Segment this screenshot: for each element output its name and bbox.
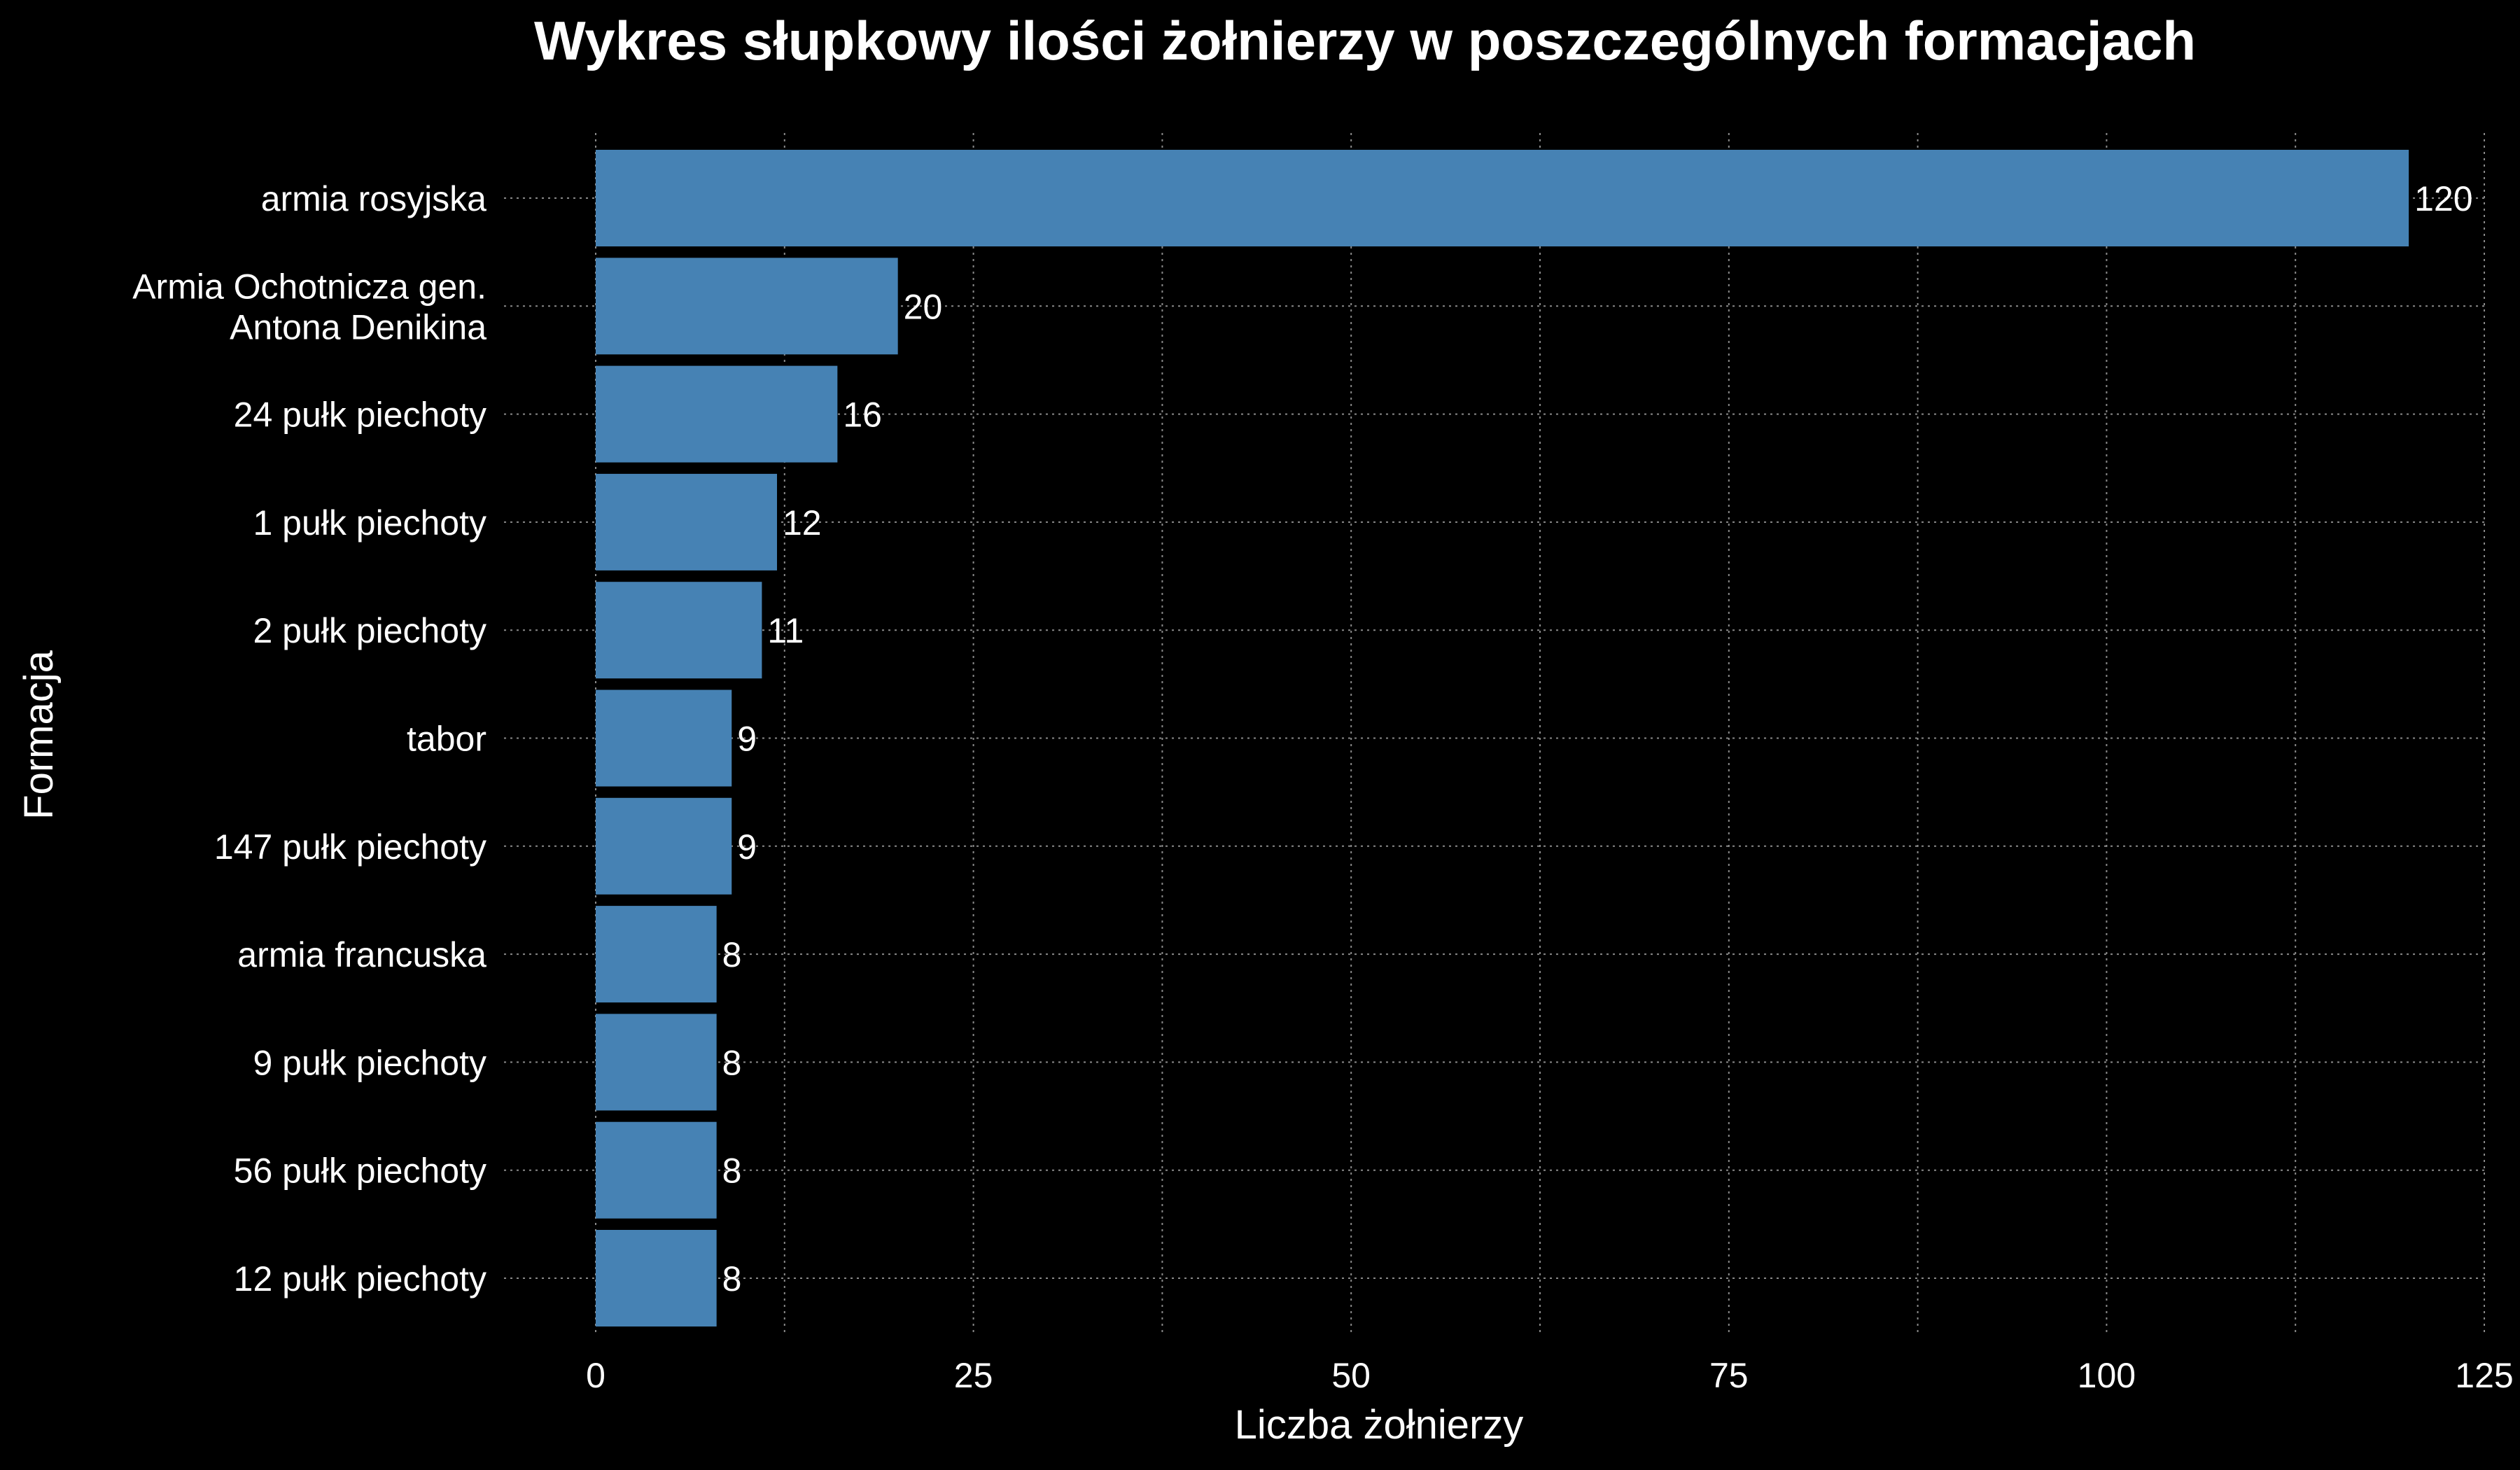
y-tick-label: tabor — [407, 720, 486, 759]
bar-value-label: 16 — [843, 396, 882, 435]
bar-value-label: 8 — [722, 1259, 742, 1298]
x-axis-title: Liczba żołnierzy — [1235, 1402, 1524, 1448]
x-tick-label: 100 — [2078, 1356, 2136, 1395]
bar-value-label: 8 — [722, 935, 742, 974]
chart-title: Wykres słupkowy ilości żołnierzy w poszc… — [534, 10, 2196, 71]
x-tick-labels: 0 25 50 75 100 125 — [586, 1356, 2514, 1395]
x-tick-label: 125 — [2455, 1356, 2513, 1395]
y-tick-label: 24 pułk piechoty — [234, 396, 486, 435]
bar — [596, 365, 838, 463]
y-tick-label: armia francuska — [237, 935, 486, 974]
y-tick-label: armia rosyjska — [261, 179, 486, 218]
bar — [596, 1230, 717, 1326]
bar-value-label: 20 — [904, 287, 943, 326]
bar — [596, 1121, 717, 1219]
bar — [596, 1014, 717, 1111]
y-tick-labels: armia rosyjska Armia Ochotnicza gen. Anton… — [132, 179, 486, 1298]
bar-value-label: 120 — [2414, 179, 2472, 218]
x-tick-label: 75 — [1709, 1356, 1749, 1395]
bar — [596, 473, 778, 570]
bar — [596, 150, 2409, 246]
bar — [596, 906, 717, 1003]
bar — [596, 797, 732, 895]
bar — [596, 258, 898, 355]
y-tick-label: 56 pułk piechoty — [234, 1152, 486, 1191]
y-axis-title: Formacja — [16, 650, 62, 819]
y-tick-label: 147 pułk piechoty — [214, 827, 486, 867]
bar-value-label: 9 — [737, 827, 757, 867]
y-tick-label: 2 pułk piechoty — [253, 611, 486, 650]
x-tick-label: 50 — [1331, 1356, 1371, 1395]
bar-value-label: 8 — [722, 1152, 742, 1191]
bar — [596, 690, 732, 787]
bar-value-label: 9 — [737, 720, 757, 759]
bar-value-label: 8 — [722, 1043, 742, 1082]
y-tick-label: 12 pułk piechoty — [234, 1259, 486, 1298]
x-tick-label: 0 — [586, 1356, 606, 1395]
y-tick-label: 9 pułk piechoty — [253, 1043, 486, 1082]
bar-value-label: 11 — [767, 611, 804, 650]
y-tick-label: Armia Ochotnicza gen. Antona Denikina — [132, 267, 486, 346]
bars-layer — [596, 150, 2409, 1326]
value-labels-layer: 120 20 16 12 11 9 9 8 8 8 8 — [722, 179, 2473, 1298]
grid-layer — [504, 133, 2485, 1334]
y-tick-label: 1 pułk piechoty — [253, 503, 486, 542]
x-tick-label: 25 — [954, 1356, 993, 1395]
bar-value-label: 12 — [783, 503, 822, 542]
bar — [596, 582, 762, 679]
